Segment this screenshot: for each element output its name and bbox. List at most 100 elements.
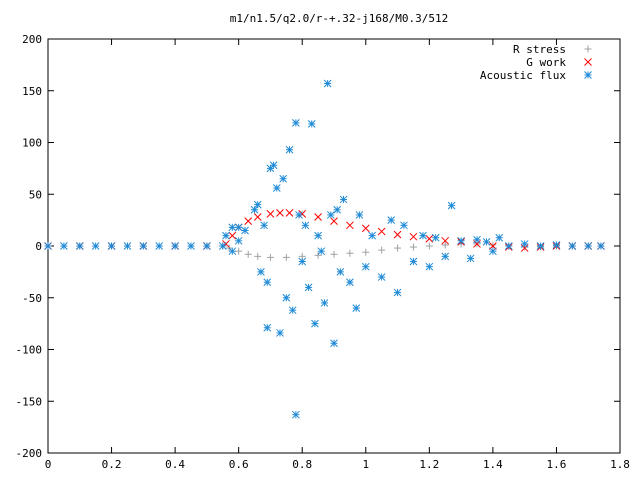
data-point xyxy=(60,242,68,250)
data-point xyxy=(253,200,262,209)
legend-marker xyxy=(584,58,592,66)
data-point xyxy=(584,242,593,250)
data-point xyxy=(107,242,116,250)
data-point xyxy=(292,118,300,127)
data-point xyxy=(123,242,132,250)
data-point xyxy=(457,236,465,245)
data-point xyxy=(292,410,300,419)
data-point xyxy=(317,247,326,256)
data-point xyxy=(276,329,284,337)
data-point xyxy=(441,236,450,245)
x-tick-label: 0.6 xyxy=(229,458,249,471)
data-point xyxy=(387,216,396,224)
data-point xyxy=(504,242,513,250)
axis-ticks: 0 0.2 0.4 0.6 0.8 1 1.2 1.4 1.6 1.8 -200 -150 -100 -5… xyxy=(16,33,630,471)
data-point xyxy=(431,233,440,242)
data-point xyxy=(520,240,529,248)
data-point xyxy=(400,221,408,230)
data-point xyxy=(425,262,434,271)
data-point xyxy=(394,244,402,252)
data-point xyxy=(489,247,497,256)
y-tick-label: -100 xyxy=(16,344,43,357)
data-point xyxy=(263,278,272,287)
data-point xyxy=(393,288,402,297)
data-point xyxy=(269,161,278,170)
data-point xyxy=(260,221,268,230)
legend-marker xyxy=(584,45,592,53)
series-0 xyxy=(44,240,605,261)
data-point xyxy=(253,213,262,221)
data-point xyxy=(368,231,376,240)
y-tick-label: -200 xyxy=(16,447,43,460)
legend-label: G work xyxy=(526,56,566,69)
data-point xyxy=(425,242,433,250)
data-point xyxy=(330,217,338,226)
x-tick-label: 0 xyxy=(45,458,52,471)
data-point xyxy=(314,213,322,221)
data-point xyxy=(361,262,370,271)
data-point xyxy=(536,242,545,250)
data-point xyxy=(330,250,338,258)
data-point xyxy=(409,257,418,266)
data-point xyxy=(314,231,322,240)
data-point xyxy=(495,233,504,242)
data-point xyxy=(409,232,418,241)
data-point xyxy=(447,201,456,210)
data-point xyxy=(285,209,294,217)
data-point xyxy=(339,195,348,204)
data-point xyxy=(352,304,361,312)
y-tick-label: 0 xyxy=(35,240,42,253)
data-point xyxy=(285,145,294,154)
data-point xyxy=(234,223,243,232)
data-point xyxy=(346,221,354,230)
data-point xyxy=(466,254,475,263)
data-point xyxy=(244,217,253,226)
data-point xyxy=(377,227,386,236)
data-point xyxy=(295,211,303,219)
data-point xyxy=(272,184,281,192)
data-point xyxy=(441,252,450,261)
data-point xyxy=(222,231,230,240)
x-tick-label: 0.2 xyxy=(102,458,122,471)
x-tick-label: 1 xyxy=(362,458,369,471)
data-point xyxy=(377,273,386,281)
data-point xyxy=(552,241,561,249)
data-point xyxy=(311,319,319,328)
data-point xyxy=(346,278,354,287)
data-point xyxy=(330,339,338,348)
chart-title: m1/n1.5/q2.0/r-+.32-j168/M0.3/512 xyxy=(230,12,449,25)
data-point xyxy=(263,323,272,332)
data-point xyxy=(257,268,265,276)
data-point xyxy=(91,242,100,250)
data-point xyxy=(155,242,164,250)
data-point xyxy=(314,251,322,259)
x-tick-label: 1.6 xyxy=(547,458,567,471)
data-point xyxy=(228,231,237,240)
data-point xyxy=(307,120,316,128)
data-point xyxy=(336,268,345,276)
data-point xyxy=(279,174,288,183)
data-point xyxy=(320,299,329,307)
x-tick-label: 1.2 xyxy=(419,458,439,471)
data-point xyxy=(378,246,386,254)
data-point xyxy=(282,293,291,302)
x-tick-label: 1.4 xyxy=(483,458,503,471)
data-point xyxy=(228,223,237,232)
data-point xyxy=(597,242,605,250)
data-point xyxy=(362,248,370,256)
y-tick-label: 150 xyxy=(22,85,42,98)
data-point xyxy=(266,210,275,218)
data-point xyxy=(355,211,364,219)
data-point xyxy=(234,236,243,245)
y-tick-label: 200 xyxy=(22,33,42,46)
data-point xyxy=(266,253,274,261)
data-point xyxy=(254,252,262,260)
data-point xyxy=(301,221,310,230)
data-point xyxy=(276,209,284,217)
data-point xyxy=(171,242,179,250)
data-point xyxy=(298,257,307,266)
data-point xyxy=(326,211,335,219)
data-point xyxy=(419,231,427,240)
